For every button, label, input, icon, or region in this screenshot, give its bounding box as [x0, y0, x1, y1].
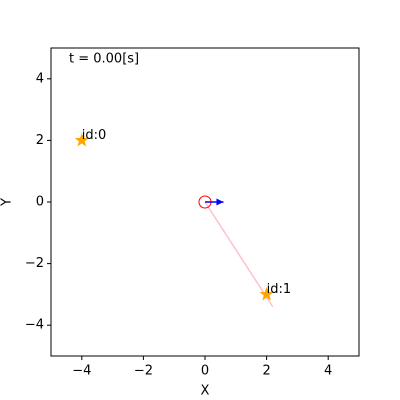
y-tick-label: 2 [36, 133, 44, 148]
x-tick-label: 0 [201, 364, 209, 379]
y-tick-label: 0 [36, 195, 44, 210]
y-tick-label: −2 [25, 256, 44, 271]
x-axis-label: X [201, 384, 210, 399]
y-axis-label: Y [0, 198, 15, 207]
observation-line [204, 201, 274, 308]
landmark-label: id:0 [82, 128, 107, 143]
landmark [74, 132, 89, 147]
y-tick-label: 4 [36, 71, 44, 86]
x-tick-label: −4 [72, 364, 91, 379]
y-tick-label: −4 [25, 318, 44, 333]
heading-head [216, 198, 224, 206]
x-tick-label: 2 [262, 364, 270, 379]
landmark-label: id:1 [267, 282, 292, 297]
x-tick-label: −2 [134, 364, 153, 379]
x-tick-label: 4 [324, 364, 332, 379]
landmark [259, 286, 274, 301]
time-annotation: t = 0.00[s] [69, 52, 139, 67]
